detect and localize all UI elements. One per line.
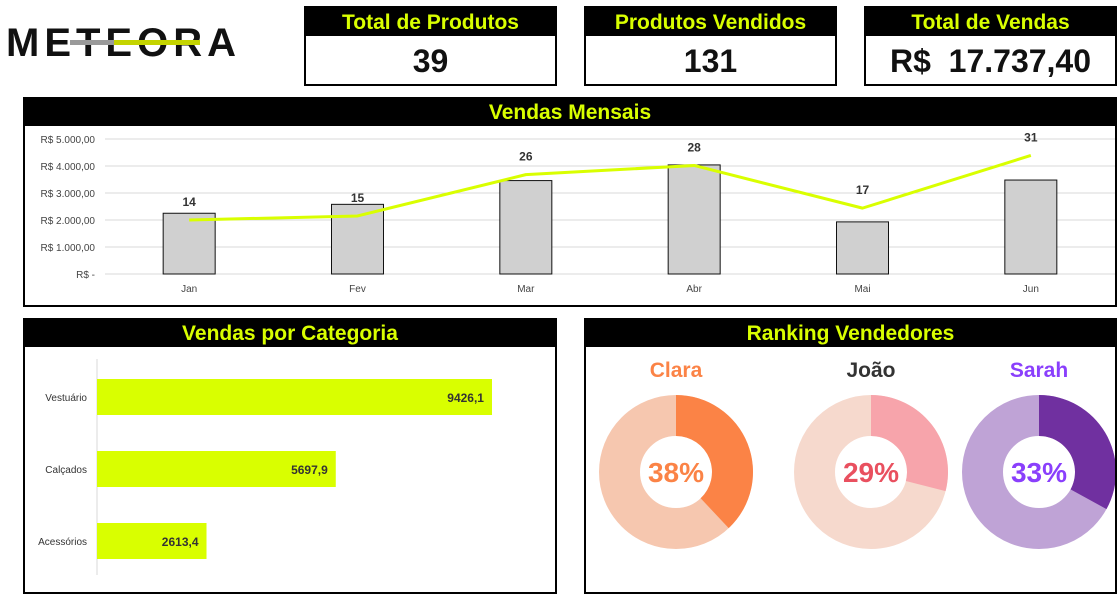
data-label: 31 [1024, 130, 1038, 144]
donut-slice [1039, 395, 1115, 510]
kpi-value: 131 [683, 43, 738, 79]
kpi-label: Total de Vendas [866, 8, 1115, 36]
y-tick-label: R$ 2.000,00 [41, 216, 96, 227]
data-label: 15 [351, 191, 365, 205]
x-tick-label: Jun [1023, 284, 1039, 295]
panel-vendas-mensais: Vendas Mensais R$ - R$ 1.000,00 R$ 2.000,0… [23, 97, 1117, 307]
data-label: 14 [182, 195, 196, 209]
y-tick-label: R$ 3.000,00 [41, 189, 96, 200]
x-tick-label: Mar [517, 284, 535, 295]
kpi-card-total-vendas: Total de Vendas R$ 17.737,40 [864, 6, 1117, 86]
x-tick-label: Fev [349, 284, 366, 295]
y-tick-label: R$ 5.000,00 [41, 135, 96, 146]
bar-jan [162, 212, 216, 275]
bar-jun [1004, 179, 1058, 275]
kpi-label: Total de Produtos [306, 8, 555, 36]
category-value-label: 9426,1 [447, 391, 484, 405]
bar-abr [667, 164, 721, 275]
data-label: 28 [687, 140, 701, 154]
category-bar [97, 451, 336, 487]
donut-slice [676, 395, 753, 529]
kpi-card-produtos-vendidos: Produtos Vendidos 131 [584, 6, 837, 86]
kpi-value: 39 [412, 43, 449, 79]
bar-mar [499, 180, 553, 275]
panel-vendas-categoria: Vendas por Categoria Vestuário 9426,1 Calç… [23, 318, 557, 594]
panel-title: Vendas Mensais [25, 99, 1115, 126]
seller-name: João [846, 359, 896, 382]
donut-percent: 38% [648, 457, 704, 488]
panel-title: Vendas por Categoria [25, 320, 555, 347]
y-tick-label: R$ 1.000,00 [41, 243, 96, 254]
category-label: Acessórios [38, 537, 87, 548]
donut-2: 29% [794, 395, 948, 549]
category-bar [97, 379, 492, 415]
data-label: 17 [856, 183, 870, 197]
kpi-label: Produtos Vendidos [586, 8, 835, 36]
category-label: Vestuário [45, 393, 87, 404]
category-bar [97, 523, 207, 559]
x-tick-label: Mai [854, 284, 870, 295]
donut-slice [871, 395, 948, 492]
panel-ranking-vendedores: Ranking Vendedores Clara 38% João 29% Sarah 3… [584, 318, 1117, 594]
donut-percent: 33% [1011, 457, 1067, 488]
y-tick-label: R$ - [76, 270, 95, 281]
kpi-value: R$ 17.737,40 [889, 43, 1092, 79]
brand-logo: METEORA [4, 14, 296, 72]
category-value-label: 5697,9 [291, 463, 328, 477]
category-chart: Vestuário 9426,1 Calçados 5697,9 Acessórios 2… [38, 359, 492, 575]
panel-title: Ranking Vendedores [586, 320, 1115, 347]
logo-graphic: METEORA [6, 21, 236, 65]
y-tick-label: R$ 4.000,00 [41, 162, 96, 173]
monthly-chart: R$ - R$ 1.000,00 R$ 2.000,00 R$ 3.000,00 R$ … [41, 130, 1115, 295]
kpi-card-total-produtos: Total de Produtos 39 [304, 6, 557, 86]
seller-name: Sarah [1009, 359, 1069, 382]
donut-1: 38% [599, 395, 753, 549]
category-value-label: 2613,4 [162, 535, 199, 549]
x-tick-label: Abr [686, 284, 702, 295]
logo-swoosh-accent [114, 40, 200, 45]
sales-line [189, 154, 1032, 222]
data-label: 26 [519, 150, 533, 164]
bar-mai [836, 221, 889, 275]
ranking-donuts: Clara 38% João 29% Sarah 33% [586, 347, 1115, 592]
category-label: Calçados [45, 465, 87, 476]
bar-fev [331, 203, 384, 275]
donut-percent: 29% [843, 457, 899, 488]
donut-3: 33% [962, 395, 1115, 549]
seller-name: Clara [649, 359, 703, 382]
x-tick-label: Jan [181, 284, 197, 295]
